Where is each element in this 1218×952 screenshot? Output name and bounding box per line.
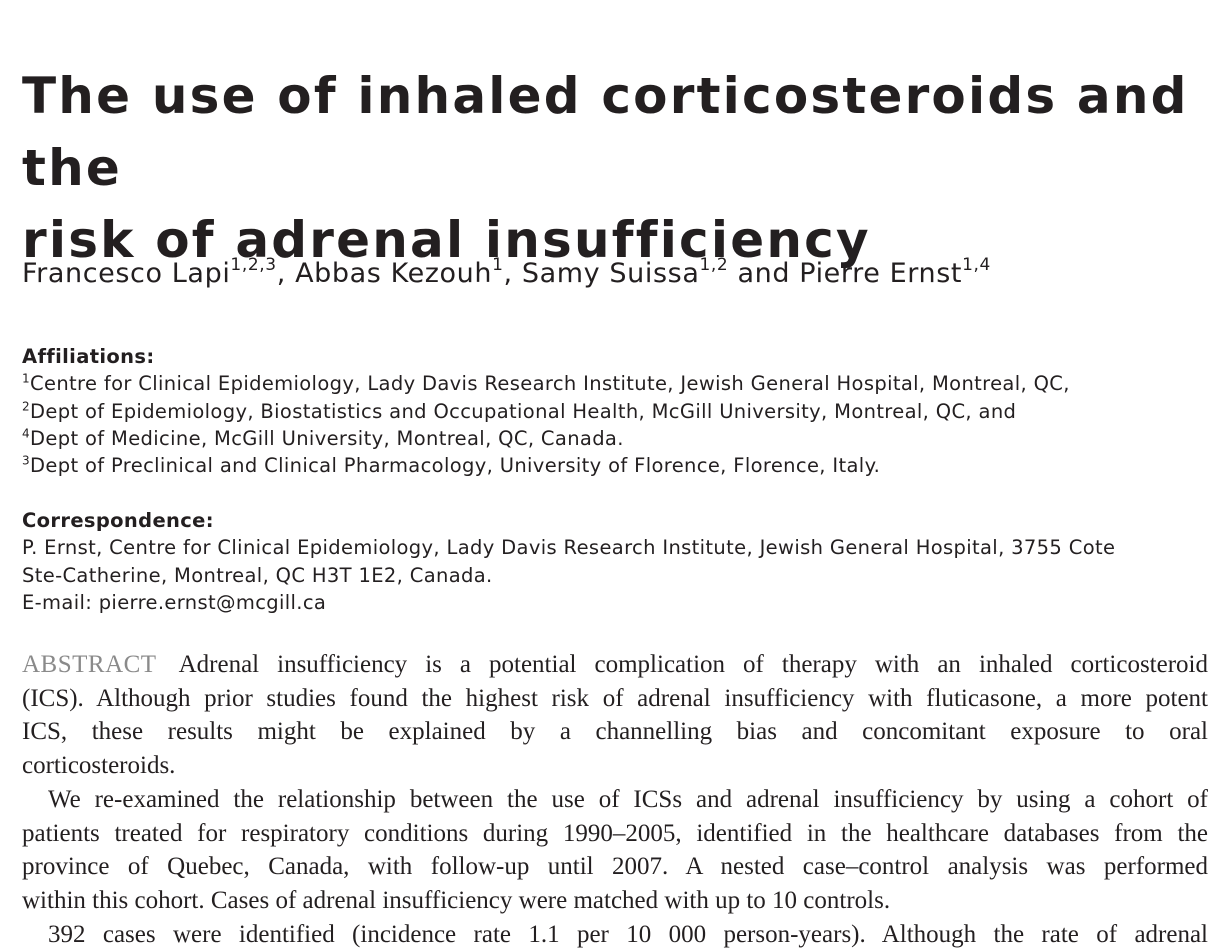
affiliation-marker: 2 <box>22 399 30 414</box>
title-line-1: The use of inhaled corticosteroids and t… <box>22 67 1189 197</box>
correspondence-email[interactable]: E-mail: pierre.ernst@mcgill.ca <box>22 590 327 614</box>
affiliation-text: Dept of Epidemiology, Biostatistics and … <box>30 399 1017 423</box>
author-affiliation-marker: 1,4 <box>962 255 991 275</box>
correspondence-line: Ste-Catherine, Montreal, QC H3T 1E2, Can… <box>22 563 493 587</box>
author-affiliation-marker: 1,2 <box>699 255 729 275</box>
abstract-line: (ICS). Although prior studies found the … <box>22 684 1208 712</box>
affiliation-line: 2Dept of Epidemiology, Biostatistics and… <box>22 398 1070 425</box>
abstract-line: We re-examined the relationship between … <box>48 785 1208 813</box>
affiliation-text: Dept of Preclinical and Clinical Pharmac… <box>30 454 881 478</box>
affiliation-line: 4Dept of Medicine, McGill University, Mo… <box>22 425 1070 452</box>
abstract-label: ABSTRACT <box>22 651 157 678</box>
correspondence-section: Correspondence: P. Ernst, Centre for Cli… <box>22 507 1115 616</box>
affiliations-section: Affiliations: 1Centre for Clinical Epide… <box>22 343 1070 479</box>
affiliation-text: Dept of Medicine, McGill University, Mon… <box>30 426 624 450</box>
abstract-line: province of Quebec, Canada, with follow-… <box>22 853 1208 881</box>
author-name: Abbas Kezouh <box>295 258 493 289</box>
abstract-line: within this cohort. Cases of adrenal ins… <box>22 886 891 914</box>
abstract-line: ICS, these results might be explained by… <box>22 718 1208 746</box>
affiliation-line: 3Dept of Preclinical and Clinical Pharma… <box>22 452 1070 479</box>
author-list: Francesco Lapi1,2,3, Abbas Kezouh1, Samy… <box>22 252 991 296</box>
author-name: Francesco Lapi <box>22 258 231 289</box>
correspondence-line: P. Ernst, Centre for Clinical Epidemiolo… <box>22 536 1116 560</box>
author-name: Pierre Ernst <box>799 258 963 289</box>
abstract-line-text: Adrenal insufficiency is a potential com… <box>178 651 1208 678</box>
abstract-line: ABSTRACT Adrenal insufficiency is a poten… <box>22 648 1208 682</box>
article-title: The use of inhaled corticosteroids and t… <box>22 60 1218 276</box>
author-name: Samy Suissa <box>521 258 700 289</box>
affiliation-marker: 4 <box>22 426 30 441</box>
affiliation-line: 1Centre for Clinical Epidemiology, Lady … <box>22 370 1070 397</box>
abstract-line: corticosteroids. <box>22 752 176 780</box>
affiliations-label: Affiliations: <box>22 345 155 368</box>
author-separator: , <box>503 258 522 289</box>
abstract-line: patients treated for respiratory conditi… <box>22 819 1208 847</box>
abstract-line: 392 cases were identified (incidence rat… <box>48 920 1208 948</box>
affiliation-marker: 1 <box>22 371 30 386</box>
correspondence-label: Correspondence: <box>22 509 214 532</box>
abstract-section: ABSTRACT Adrenal insufficiency is a poten… <box>22 648 1208 951</box>
author-affiliation-marker: 1,2,3 <box>230 255 277 275</box>
author-separator: and <box>728 258 800 289</box>
affiliation-text: Centre for Clinical Epidemiology, Lady D… <box>30 372 1070 396</box>
affiliation-marker: 3 <box>22 453 30 468</box>
author-separator: , <box>276 258 296 289</box>
title-line-2: risk of adrenal insufficiency <box>22 211 871 269</box>
author-affiliation-marker: 1 <box>492 255 504 275</box>
